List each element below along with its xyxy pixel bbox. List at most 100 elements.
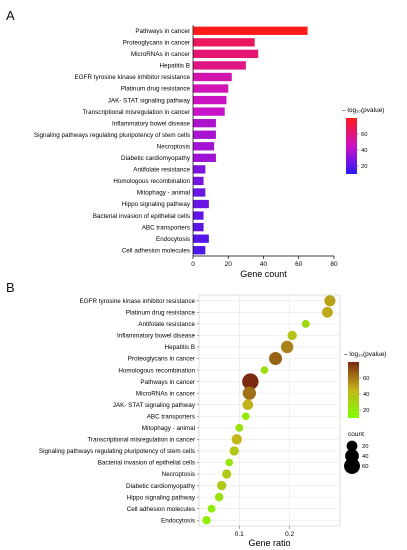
bar-category-label: Hepatitis B — [160, 63, 190, 70]
dot-category-label: Antifolate resistance — [138, 321, 195, 328]
size-legend-label: 60 — [362, 464, 368, 470]
dot-category-label: Platinum drug resistance — [126, 310, 196, 317]
dot — [242, 399, 254, 411]
bar-category-label: Signaling pathways regulating pluripoten… — [34, 132, 190, 139]
dot-category-label: Hepatitis B — [165, 344, 195, 351]
colorbar-tick-label: 20 — [361, 164, 367, 170]
colorbar — [348, 362, 359, 418]
dot-category-label: Pathways in cancer — [140, 379, 195, 386]
bar — [193, 199, 209, 209]
panel-a-label: A — [6, 8, 15, 23]
dot-category-label: Hippo signaling pathway — [127, 494, 196, 501]
dot-category-label: Homologous recombination — [118, 367, 195, 374]
colorbar-tick-label: 60 — [361, 132, 367, 138]
plot-area — [198, 294, 341, 527]
bar — [193, 95, 227, 105]
panel-b-label: B — [6, 280, 15, 295]
dot-category-label: Transcriptional misregulation in cancer — [87, 437, 195, 444]
dot-category-label: Necroptosis — [162, 471, 195, 478]
colorbar-title: – log₁₀(pvalue) — [344, 351, 386, 358]
dot-category-label: Proteoglycans in cancer — [128, 356, 195, 363]
bar — [193, 153, 216, 162]
bar-category-label: Homologous recombination — [113, 178, 190, 185]
bar — [193, 165, 206, 174]
dot — [235, 423, 244, 432]
bar — [193, 38, 255, 47]
bar-category-label: Proteoglycans in cancer — [123, 40, 190, 47]
x-tick-label: 0.1 — [235, 531, 244, 538]
dot — [229, 446, 239, 456]
bar-category-label: Necroptosis — [157, 143, 190, 150]
dot-category-label: Signaling pathways regulating pluripoten… — [39, 448, 195, 455]
colorbar-title: – log₁₀(pvalue) — [342, 107, 384, 114]
bar-category-label: ABC transporters — [142, 224, 190, 231]
colorbar-tick-label: 20 — [363, 408, 369, 414]
bar-category-label: Cell adhesion molecules — [122, 247, 190, 254]
dot-category-label: Cell adhesion molecules — [127, 506, 195, 513]
x-tick-label: 40 — [260, 261, 268, 268]
bar — [193, 234, 209, 243]
bar-category-label: EGFR tyrosine kinase inhibitor resistanc… — [75, 74, 191, 81]
bar — [193, 176, 204, 186]
bar-category-label: Bacterial invasion of epithelial cells — [93, 213, 190, 220]
dot — [214, 492, 224, 502]
x-tick-label: 80 — [330, 261, 338, 268]
size-legend-dot — [346, 440, 358, 452]
dot-category-label: Mitophagy - animal — [142, 425, 195, 432]
bar-category-label: Mitophagy - animal — [137, 190, 190, 197]
size-legend-label: 20 — [362, 444, 368, 450]
bar-category-label: Diabetic cardiomyopathy — [121, 155, 191, 162]
dot — [324, 295, 336, 307]
dot — [202, 515, 211, 525]
bar — [193, 84, 229, 93]
dot — [207, 504, 216, 513]
dot — [231, 434, 242, 445]
colorbar-tick-label: 60 — [363, 376, 369, 382]
bar — [193, 188, 206, 197]
bar-category-label: Platinum drug resistance — [121, 86, 191, 93]
bar — [193, 211, 204, 220]
x-axis-title: Gene count — [240, 269, 287, 279]
dot — [242, 386, 257, 400]
size-legend-label: 40 — [362, 454, 368, 460]
bar — [193, 72, 232, 82]
bar-category-label: Pathways in cancer — [135, 28, 190, 35]
bar — [193, 130, 216, 139]
dot-category-label: Bacterial invasion of epithelial cells — [98, 460, 195, 467]
dot-category-label: Diabetic cardiomyopathy — [126, 483, 196, 490]
bar-category-label: Endocytosis — [156, 236, 190, 243]
bar-category-label: Antifolate resistance — [133, 167, 190, 174]
bar-chart-gene-count: Pathways in cancer Proteoglycans in cance… — [34, 25, 384, 279]
bar — [193, 49, 259, 59]
dot — [216, 480, 227, 491]
dot — [222, 469, 232, 479]
dot — [242, 373, 259, 390]
dot-plot-gene-ratio: EGFR tyrosine kinase inhibitor resistanc… — [39, 294, 386, 548]
bar — [193, 222, 204, 232]
bar-category-label: JAK- STAT signaling pathway — [108, 97, 191, 104]
bar — [193, 119, 216, 128]
dot — [225, 458, 234, 467]
dot-category-label: EGFR tyrosine kinase inhibitor resistanc… — [80, 298, 196, 305]
bar — [193, 107, 225, 116]
bar — [193, 246, 206, 255]
colorbar-tick-label: 40 — [363, 392, 369, 398]
dot-category-label: Inflammatory bowel disease — [117, 333, 196, 340]
dot — [280, 340, 294, 354]
bar-category-label: Transcriptional misregulation in cancer — [82, 109, 190, 116]
x-tick-label: 0.2 — [285, 531, 294, 538]
dot — [242, 412, 250, 421]
size-legend-dot — [344, 458, 360, 474]
x-tick-label: 20 — [225, 261, 233, 268]
bar — [193, 142, 215, 151]
dot-category-label: Endocytosis — [161, 517, 195, 524]
dot — [301, 319, 310, 328]
dot-category-label: ABC transporters — [147, 413, 195, 420]
dot — [322, 306, 333, 318]
dot-category-label: JAK- STAT signaling pathway — [113, 402, 196, 409]
dot-category-label: MicroRNAs in cancer — [136, 390, 195, 397]
x-tick-label: 0 — [191, 261, 195, 268]
dot — [260, 366, 269, 374]
x-axis-title: Gene ratio — [248, 538, 290, 548]
